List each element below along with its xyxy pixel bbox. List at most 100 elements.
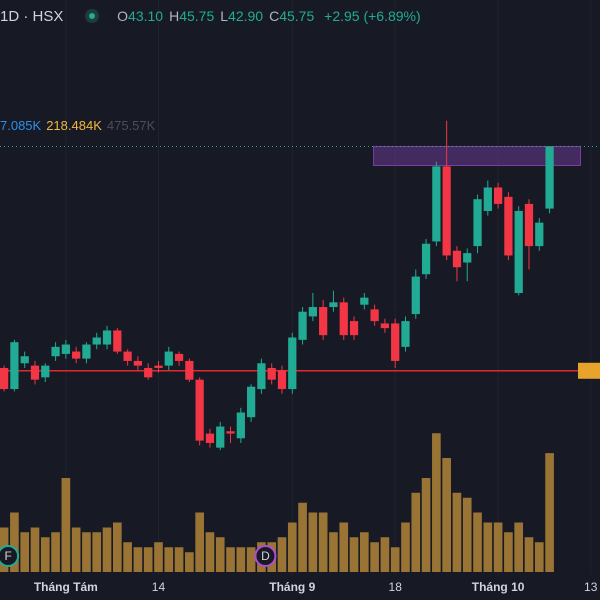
- candle-body: [504, 196, 513, 256]
- volume-bar: [246, 547, 256, 572]
- candle-body: [545, 146, 554, 209]
- candle-body: [92, 337, 101, 345]
- candle-body: [61, 344, 70, 354]
- candle-body: [216, 426, 225, 448]
- volume-bar: [123, 542, 132, 572]
- candle-body: [277, 370, 287, 390]
- candle-body: [185, 360, 194, 380]
- candle-body: [329, 302, 338, 308]
- candle-body: [339, 302, 348, 336]
- volume-bar: [143, 547, 153, 572]
- volume-bar: [462, 497, 472, 572]
- volume-bar: [30, 527, 40, 572]
- candle-body: [10, 342, 19, 390]
- volume-bar: [339, 522, 349, 572]
- volume-bar: [71, 527, 81, 572]
- volume-bar: [20, 532, 30, 572]
- candle-body: [82, 344, 91, 359]
- volume-bar: [154, 542, 163, 572]
- x-tick-label: Tháng 10: [472, 580, 525, 594]
- candle-body: [514, 210, 523, 293]
- volume-bar: [92, 532, 102, 572]
- candle-body: [267, 367, 276, 380]
- volume-bar: [534, 542, 544, 572]
- candle-body: [51, 346, 60, 357]
- volume-bar: [82, 532, 91, 572]
- candle-body: [473, 199, 482, 247]
- candle-body: [524, 203, 534, 247]
- candle-body: [360, 297, 369, 305]
- change: +2.95 (+6.89%): [324, 8, 421, 24]
- volume-bar: [380, 537, 390, 572]
- candle-body: [236, 412, 245, 439]
- x-tick-label: Tháng Tám: [34, 580, 98, 594]
- volume-bar: [483, 522, 493, 572]
- price-tag: [578, 362, 600, 379]
- volume-bar: [287, 522, 297, 572]
- volume-bar: [185, 552, 194, 572]
- header: 1D · HSX O43.10 H45.75 L42.90 C45.75 +2.95 …: [0, 8, 421, 25]
- x-tick-label: Tháng 9: [269, 580, 315, 594]
- ohlc-value: 45.75: [279, 8, 315, 24]
- volume-bar: [421, 478, 431, 572]
- ohlc-value: 42.90: [228, 8, 264, 24]
- volume-bar: [473, 512, 482, 572]
- candle-body: [411, 276, 420, 315]
- candle-body: [452, 250, 462, 268]
- volume-bar: [390, 547, 400, 572]
- candle-body: [421, 243, 431, 275]
- candle-body: [246, 386, 256, 418]
- volume-bar: [545, 453, 554, 572]
- candle-body: [144, 367, 153, 378]
- candle-body: [72, 351, 81, 359]
- event-marker: [0, 545, 20, 567]
- candle-body: [257, 363, 266, 390]
- volume-bar: [277, 537, 287, 572]
- volume-legend-value: 7.085K: [0, 118, 42, 133]
- volume-bar: [61, 478, 71, 572]
- candle-body: [20, 356, 29, 364]
- candle-body: [113, 330, 122, 352]
- x-tick-label: 13: [584, 580, 598, 594]
- ohlc-label: H: [169, 8, 180, 24]
- volume-bar: [236, 547, 246, 572]
- event-marker-label: D: [261, 549, 270, 563]
- volume-bar: [113, 522, 122, 572]
- candle-body: [133, 360, 143, 366]
- candle-body: [483, 187, 492, 211]
- volume-bar: [360, 532, 369, 572]
- candle-body: [154, 365, 163, 368]
- symbol: 1D · HSX: [0, 8, 64, 25]
- candle-body: [174, 353, 184, 361]
- volume-bar: [205, 532, 215, 572]
- volume-legend-value: 475.57K: [106, 118, 156, 133]
- volume-bar: [401, 522, 410, 572]
- candle-body: [308, 307, 317, 317]
- event-marker-label: F: [4, 549, 11, 563]
- candle-body: [391, 323, 400, 361]
- volume-bar: [452, 492, 462, 572]
- volume-bar: [432, 433, 441, 572]
- ohlc-label: O: [117, 8, 129, 24]
- candle-body: [535, 222, 544, 247]
- candle-body: [226, 431, 235, 434]
- ohlc-label: C: [269, 8, 280, 24]
- volume-legend: 7.085K 218.484K 475.57K: [0, 118, 160, 133]
- candle-body: [463, 253, 472, 263]
- volume-bar: [226, 547, 235, 572]
- volume-bar: [174, 547, 184, 572]
- candle-body: [370, 309, 379, 322]
- candle-body: [349, 321, 359, 336]
- candle-body: [401, 321, 410, 347]
- volume-bar: [442, 458, 451, 572]
- volume-bar: [102, 527, 112, 572]
- volume-bar: [504, 532, 513, 572]
- candle-body: [164, 351, 173, 366]
- candle-body: [205, 433, 215, 443]
- candle-body: [288, 337, 297, 390]
- volume-bar: [349, 537, 359, 572]
- volume-bar: [524, 537, 534, 572]
- candle-body: [195, 379, 204, 441]
